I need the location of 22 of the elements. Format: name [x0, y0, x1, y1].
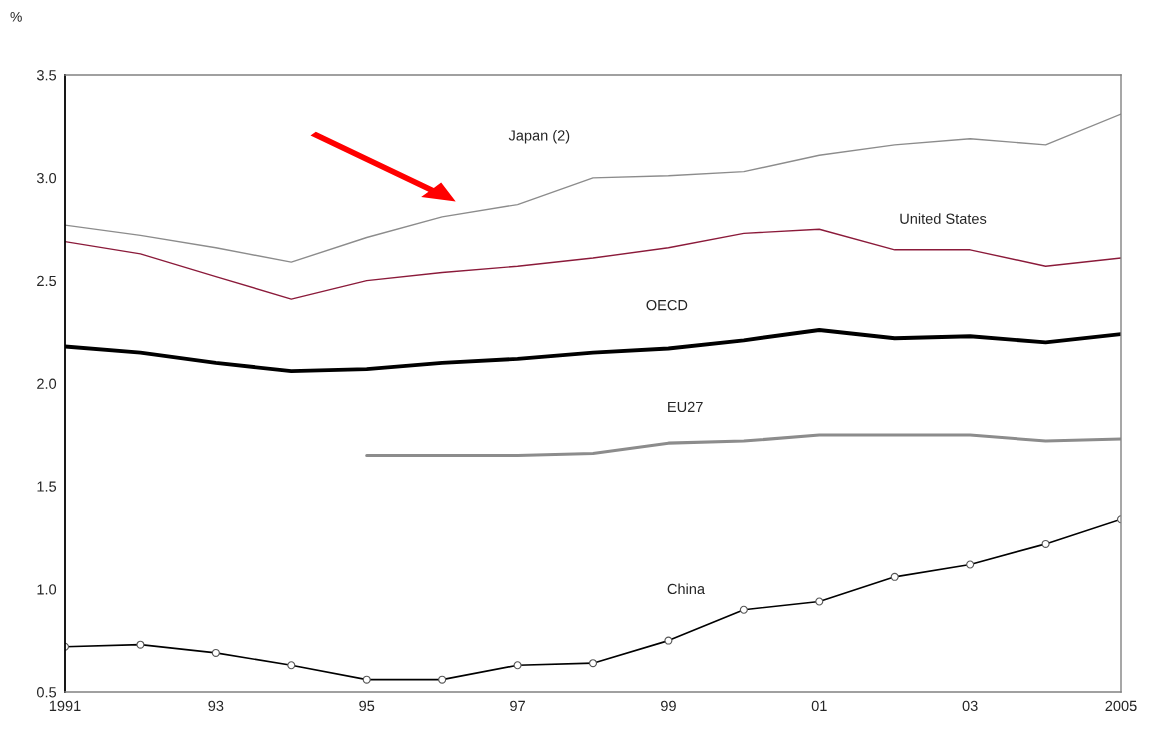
x-tick-label: 95 — [359, 700, 375, 712]
text: OECD — [646, 299, 688, 311]
x-tick-label: 93 — [208, 700, 224, 712]
y-axis-title: % — [10, 11, 22, 22]
text: EU27 — [668, 401, 703, 413]
y-tick-label: 1.0 — [37, 584, 57, 595]
line-series — [65, 228, 1121, 300]
x-tick-label: 2005 — [1105, 700, 1137, 712]
x-tick-label: 01 — [811, 700, 827, 712]
y-tick-label: 1.5 — [37, 481, 57, 492]
series-label: United States — [900, 213, 987, 224]
x-tick-label: 1991 — [49, 700, 81, 712]
y-tick-label: 3.0 — [36, 172, 57, 184]
text: China — [667, 583, 706, 595]
text: Japan (2) — [508, 129, 570, 144]
x-tick-label: 99 — [661, 700, 676, 712]
x-tick-label: 97 — [510, 700, 525, 712]
y-tick-label: 2.5 — [37, 275, 57, 287]
y-tick-label: 0.5 — [36, 687, 57, 698]
y-tick-label: 3.5 — [36, 70, 57, 81]
y-tick-label: 2.0 — [37, 378, 57, 389]
x-tick-label: 03 — [962, 700, 978, 712]
